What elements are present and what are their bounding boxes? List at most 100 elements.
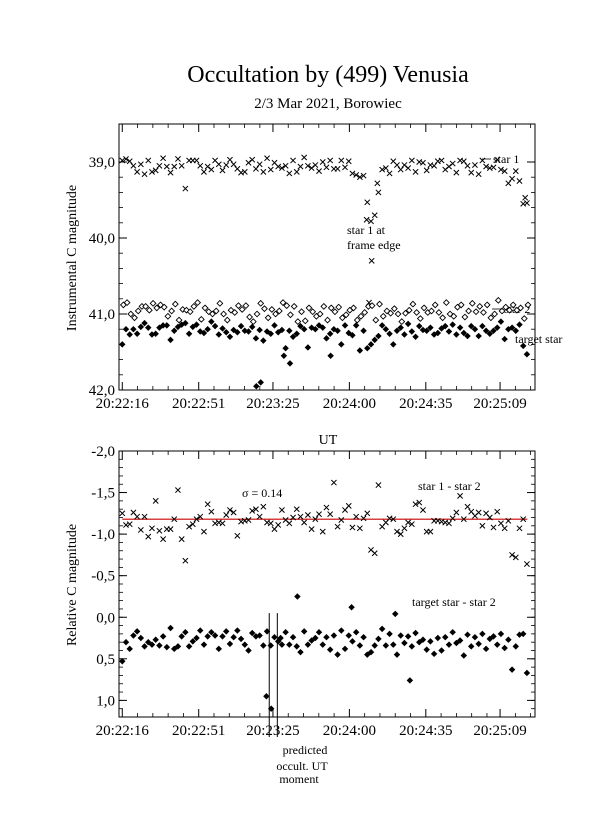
top-point-star-1 (182, 185, 189, 192)
top-point-star-1 (460, 158, 467, 165)
top-point-star-1 (290, 157, 296, 164)
bottom-point-star-1-star-2 (316, 511, 322, 518)
top-point-star-1 (312, 162, 319, 168)
bottom-point-star-1-star-2 (123, 522, 129, 528)
top-point-star-1 (509, 175, 516, 182)
bottom-point-target-star-star-2 (367, 648, 375, 656)
top-point-star-1 (323, 164, 330, 171)
top-point-target-star (501, 335, 508, 343)
top-point-star-2 (324, 316, 331, 324)
bottom-point-target-star-star-2 (282, 628, 289, 636)
bottom-point-target-star-star-2 (278, 641, 286, 648)
bottom-point-target-star-star-2 (512, 643, 520, 650)
top-point-star-1 (256, 161, 263, 168)
bottom-point-target-star-star-2 (156, 642, 163, 649)
bottom-point-star-1-star-2 (304, 512, 311, 518)
top-point-star-2 (127, 310, 135, 318)
bottom-point-target-star-star-2 (159, 633, 167, 640)
top-point-target-star (193, 321, 200, 328)
top-point-star-1 (304, 162, 311, 169)
bottom-point-star-1-star-2 (126, 521, 133, 528)
top-point-star-1 (141, 171, 148, 178)
top-point-target-star (293, 330, 300, 337)
top-point-target-star (382, 325, 390, 333)
top-point-star-1 (471, 162, 478, 168)
bottom-point-star-1-star-2 (249, 507, 256, 514)
bottom-point-target-star-star-2 (174, 643, 182, 650)
event-label-line3: moment (279, 772, 319, 786)
top-point-star-2 (301, 317, 309, 325)
bottom-point-star-1-star-2 (330, 479, 337, 486)
bottom-point-target-star-star-2 (133, 628, 141, 635)
top-point-target-star (475, 332, 482, 340)
top-point-target-star (356, 347, 364, 354)
bottom-x-tick-label: 20:23:25 (246, 723, 299, 739)
bottom-point-star-1-star-2 (301, 519, 308, 526)
top-point-star-2 (483, 301, 491, 309)
top-point-star-2 (142, 302, 150, 310)
bottom-point-star-1-star-2 (175, 487, 181, 494)
bottom-point-star-1-star-2 (286, 520, 293, 527)
bottom-point-target-star-star-2 (294, 593, 301, 600)
top-point-target-star (122, 325, 130, 333)
bottom-y-tick-label: 1,0 (96, 693, 115, 709)
top-point-star-1 (412, 168, 419, 175)
bottom-point-target-star-star-2 (178, 633, 185, 640)
top-point-star-2 (209, 310, 216, 318)
bottom-point-star-1-star-2 (420, 507, 426, 513)
bottom-point-star-1-star-2 (182, 557, 189, 564)
top-point-star-2 (238, 306, 246, 313)
top-point-star-1 (119, 157, 126, 164)
top-point-target-star (490, 327, 497, 334)
bottom-point-target-star-star-2 (482, 645, 490, 653)
bottom-point-target-star-star-2 (360, 633, 367, 641)
top-point-target-star (211, 322, 219, 330)
top-point-star-2 (220, 310, 228, 318)
bottom-point-target-star-star-2 (493, 641, 501, 648)
top-x-tick-label: 20:24:35 (399, 396, 452, 412)
bottom-point-target-star-star-2 (364, 651, 371, 658)
bottom-point-target-star-star-2 (386, 630, 393, 638)
top-point-star-2 (439, 314, 447, 322)
bottom-point-star-1-star-2 (427, 528, 434, 535)
top-point-star-1 (163, 163, 170, 170)
bottom-point-target-star-star-2 (130, 632, 137, 639)
bottom-point-star-1-star-2 (353, 513, 360, 520)
bottom-point-star-1-star-2 (523, 561, 530, 568)
bottom-point-target-star-star-2 (286, 641, 293, 648)
top-point-target-star (468, 322, 475, 330)
top-point-star-1 (368, 257, 375, 264)
chart-title: Occultation by (499) Venusia (187, 62, 469, 88)
bottom-y-tick-label: 0,0 (96, 610, 115, 626)
bottom-point-target-star-star-2 (126, 645, 133, 653)
bottom-point-star-1-star-2 (497, 520, 504, 527)
bottom-y-tick-label: -2,0 (91, 444, 115, 460)
top-point-star-1 (137, 161, 144, 168)
bottom-point-target-star-star-2 (293, 643, 300, 650)
top-point-star-1 (327, 157, 334, 164)
top-point-star-2 (327, 304, 335, 312)
label-target-minus-star2: target star - star 2 (412, 595, 496, 609)
top-point-star-1 (374, 180, 381, 187)
top-point-star-2 (509, 301, 517, 309)
top-point-target-star (486, 330, 494, 337)
bottom-point-star-1-star-2 (401, 525, 408, 532)
top-point-star-2 (517, 304, 525, 312)
bottom-point-target-star-star-2 (345, 632, 352, 639)
top-point-target-star (219, 325, 226, 332)
bottom-point-star-1-star-2 (520, 516, 527, 523)
bottom-point-star-1-star-2 (278, 507, 285, 513)
top-point-target-star (375, 332, 382, 340)
bottom-point-target-star-star-2 (248, 629, 256, 637)
top-point-target-star (482, 327, 490, 334)
top-point-star-2 (186, 308, 194, 316)
bottom-point-target-star-star-2 (464, 631, 471, 638)
bottom-point-target-star-star-2 (189, 638, 197, 645)
top-point-star-1 (297, 163, 304, 170)
top-point-star-2 (398, 318, 406, 326)
bottom-point-star-1-star-2 (230, 509, 237, 516)
bottom-point-star-1-star-2 (394, 528, 400, 535)
top-point-star-1 (464, 162, 471, 169)
label-star1-minus-star2: star 1 - star 2 (418, 479, 481, 493)
